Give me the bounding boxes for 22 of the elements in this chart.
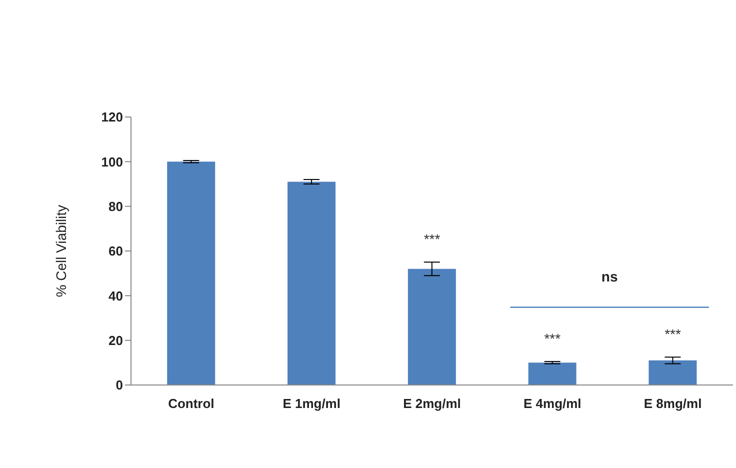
x-tick-label: E 2mg/ml	[403, 396, 461, 412]
bar	[648, 360, 697, 385]
y-tick-label: 0	[116, 378, 123, 393]
y-tick-label: 120	[101, 110, 123, 125]
y-tick-label: 80	[108, 198, 123, 214]
x-tick-label: E 4mg/ml	[524, 396, 582, 412]
y-tick-label: 20	[108, 332, 123, 348]
x-tick-label: E 1mg/ml	[282, 396, 340, 412]
y-tick-label: 40	[108, 288, 123, 304]
annotation: ***	[544, 330, 562, 346]
x-tick-label: Control	[168, 396, 214, 412]
bar	[408, 268, 456, 385]
y-tick-label: 60	[108, 244, 123, 259]
x-tick-label: E 8mg/ml	[644, 396, 702, 412]
annotation: ns	[601, 268, 618, 284]
bar	[528, 362, 576, 385]
annotation: ***	[664, 326, 682, 342]
y-tick-label: 100	[101, 154, 123, 170]
bar	[167, 162, 216, 385]
annotation: ***	[424, 230, 441, 247]
bar	[288, 182, 336, 385]
y-axis-title: % Cell Viability	[52, 204, 69, 298]
